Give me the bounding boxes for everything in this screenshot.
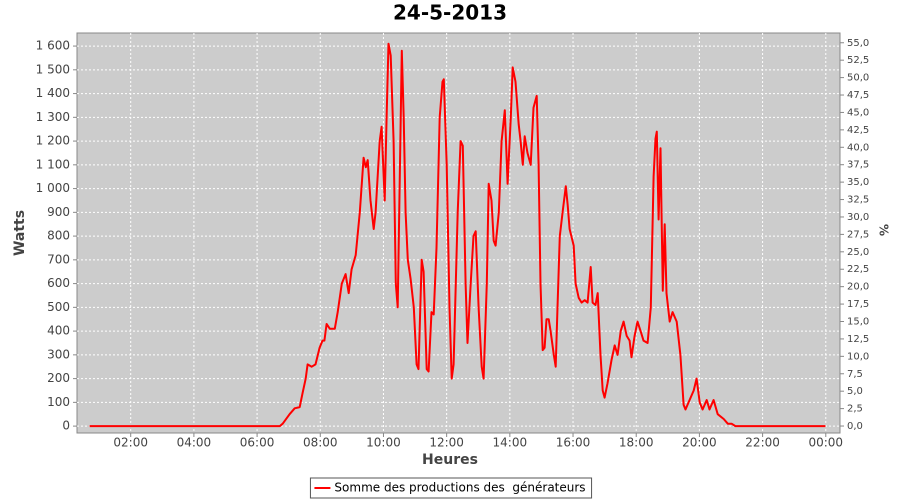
- y-tick-label: 1 600: [36, 39, 70, 53]
- y-tick-label: 400: [47, 324, 70, 338]
- y-tick-label: 1 200: [36, 134, 70, 148]
- legend-box: [309, 477, 593, 499]
- y-tick-label: 0: [62, 419, 70, 433]
- legend-label: Somme des productions des générateurs: [334, 481, 585, 495]
- y2-tick-label: 35,0: [847, 177, 869, 188]
- y-tick-label: 1 000: [36, 181, 70, 195]
- x-tick-label: 02:00: [113, 436, 148, 450]
- y2-tick-label: 25,0: [847, 247, 869, 258]
- y2-tick-label: 7,5: [847, 369, 863, 380]
- y-tick-label: 200: [47, 371, 70, 385]
- y-tick-label: 1 100: [36, 157, 70, 171]
- x-tick-label: 22:00: [745, 436, 780, 450]
- legend: Somme des productions des générateurs: [309, 477, 593, 499]
- y2-tick-label: 20,0: [847, 282, 869, 293]
- y2-tick-label: 27,5: [847, 229, 869, 240]
- x-tick-label: 04:00: [177, 436, 212, 450]
- x-tick-label: 20:00: [682, 436, 717, 450]
- y2-tick-label: 2,5: [847, 404, 863, 415]
- data-line: [89, 42, 826, 428]
- x-tick-label: 10:00: [366, 436, 401, 450]
- y-tick-label: 1 500: [36, 62, 70, 76]
- x-tick-label: 16:00: [556, 436, 591, 450]
- y-tick-label: 500: [47, 300, 70, 314]
- y2-tick-label: 17,5: [847, 299, 869, 310]
- y-axis-title: Watts: [12, 210, 28, 256]
- x-axis-title: Heures: [422, 452, 478, 468]
- y2-tick-label: 40,0: [847, 142, 869, 153]
- x-tick-label: 14:00: [493, 436, 528, 450]
- x-tick-label: 00:00: [808, 436, 843, 450]
- y2-tick-label: 0,0: [847, 421, 863, 432]
- y2-tick-label: 45,0: [847, 107, 869, 118]
- y-tick-label: 1 300: [36, 110, 70, 124]
- chart-title: 24-5-2013: [393, 1, 507, 25]
- y2-tick-label: 30,0: [847, 212, 869, 223]
- y-tick-label: 800: [47, 229, 70, 243]
- x-tick-label: 08:00: [303, 436, 338, 450]
- plot-area: [76, 32, 841, 434]
- y2-tick-label: 52,5: [847, 55, 869, 66]
- y2-tick-label: 5,0: [847, 386, 863, 397]
- y2-tick-label: 10,0: [847, 351, 869, 362]
- y-tick-label: 1 400: [36, 86, 70, 100]
- y2-tick-label: 55,0: [847, 38, 869, 49]
- y-tick-label: 100: [47, 395, 70, 409]
- x-tick-label: 12:00: [429, 436, 464, 450]
- y-tick-label: 700: [47, 252, 70, 266]
- y2-tick-label: 47,5: [847, 90, 869, 101]
- x-tick-label: 18:00: [619, 436, 654, 450]
- x-tick-label: 06:00: [240, 436, 275, 450]
- y2-tick-label: 50,0: [847, 73, 869, 84]
- y2-tick-label: 42,5: [847, 125, 869, 136]
- y2-tick-label: 15,0: [847, 317, 869, 328]
- y2-tick-label: 12,5: [847, 334, 869, 345]
- y2-axis-title: %: [877, 224, 891, 236]
- y-tick-label: 900: [47, 205, 70, 219]
- y-tick-label: 300: [47, 347, 70, 361]
- y2-tick-label: 37,5: [847, 160, 869, 171]
- y2-tick-label: 22,5: [847, 264, 869, 275]
- y-tick-label: 600: [47, 276, 70, 290]
- y2-tick-label: 32,5: [847, 195, 869, 206]
